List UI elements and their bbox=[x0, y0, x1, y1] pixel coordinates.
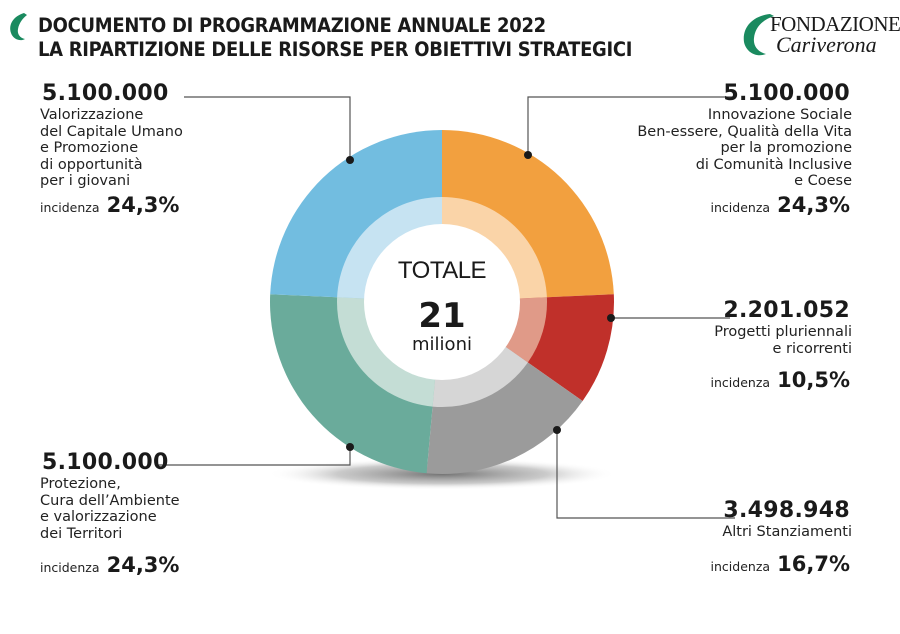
desc-line: Ben-essere, Qualità della Vita bbox=[637, 123, 852, 140]
leader-dot-altri bbox=[553, 426, 561, 434]
fondazione-cariverona-logo: FONDAZIONE Cariverona bbox=[740, 10, 900, 60]
desc-line: Progetti pluriennali bbox=[714, 324, 852, 340]
desc-line: Cura dell’Ambiente bbox=[40, 492, 180, 509]
center-total-value: 21 bbox=[418, 296, 466, 336]
title-line-2: LA RIPARTIZIONE DELLE RISORSE PER OBIETT… bbox=[38, 38, 633, 61]
desc-line: Altri Stanziamenti bbox=[722, 524, 852, 540]
incidence: incidenza 10,5% bbox=[710, 368, 852, 393]
leader-dot-protezione bbox=[346, 443, 354, 451]
slice-description: Progetti pluriennali e ricorrenti bbox=[711, 324, 852, 357]
desc-line: del Capitale Umano bbox=[40, 123, 183, 140]
desc-line: Protezione, bbox=[40, 476, 121, 492]
desc-line: Valorizzazione bbox=[40, 107, 144, 123]
incidence-label: incidenza bbox=[40, 560, 100, 575]
incidence-label: incidenza bbox=[40, 199, 100, 215]
slice-description: Protezione, Cura dell’Ambiente e valoriz… bbox=[40, 476, 181, 542]
desc-line: per la promozione bbox=[720, 140, 852, 156]
desc-line: dei Territori bbox=[40, 525, 123, 542]
desc-line: di opportunità bbox=[40, 156, 143, 173]
desc-line: e valorizzazione bbox=[40, 509, 157, 525]
desc-line: e Promozione bbox=[40, 140, 139, 156]
amount-text: 5.100.000 bbox=[42, 81, 169, 106]
slice-amount: 5.100.000 bbox=[721, 81, 852, 107]
slice-amount: 5.100.000 bbox=[40, 450, 171, 476]
leader-dot-progetti bbox=[607, 314, 615, 322]
leader-line-innovazione bbox=[527, 96, 735, 155]
desc-line: Innovazione Sociale bbox=[707, 107, 852, 123]
logo-leaf-icon bbox=[743, 14, 774, 56]
chart-shadow bbox=[267, 458, 617, 490]
brand-leaf-icon bbox=[10, 13, 27, 41]
incidence-label: incidenza bbox=[710, 558, 771, 574]
slice-amount: 2.201.052 bbox=[721, 298, 852, 324]
logo-text-fondazione: FONDAZIONE bbox=[770, 12, 900, 36]
desc-line: e Coese bbox=[794, 173, 852, 189]
label-protezione-ambiente: 5.100.000 Protezione, Cura dell’Ambiente… bbox=[40, 450, 182, 578]
incidence: incidenza 24,3% bbox=[40, 192, 183, 218]
label-altri-stanziamenti: 3.498.948 Altri Stanziamenti incidenza 1… bbox=[710, 498, 852, 577]
leader-dot-capitale_umano bbox=[346, 156, 354, 164]
incidence: incidenza 24,3% bbox=[637, 192, 852, 218]
slice-amount: 5.100.000 bbox=[40, 81, 171, 107]
title-line-1: DOCUMENTO DI PROGRAMMAZIONE ANNUALE 2022 bbox=[38, 14, 546, 37]
center-total-label: TOTALE bbox=[397, 257, 487, 284]
amount-text: 5.100.000 bbox=[42, 450, 169, 475]
incidence-label: incidenza bbox=[710, 199, 771, 215]
label-innovazione-sociale: 5.100.000 Innovazione Sociale Ben-essere… bbox=[637, 81, 852, 218]
slice-amount: 3.498.948 bbox=[721, 498, 852, 524]
incidence-text: 24,3% bbox=[777, 192, 850, 217]
desc-line: di Comunità Inclusive bbox=[695, 156, 852, 173]
incidence-value: 24,3% bbox=[104, 553, 182, 578]
center-total-unit: milioni bbox=[412, 334, 472, 355]
incidence-value: 10,5% bbox=[775, 368, 852, 393]
incidence: incidenza 24,3% bbox=[40, 553, 182, 578]
label-progetti-pluriennali: 2.201.052 Progetti pluriennali e ricorre… bbox=[710, 298, 852, 393]
slice-description: Valorizzazione del Capitale Umano e Prom… bbox=[40, 107, 183, 190]
incidence-value: 24,3% bbox=[775, 192, 852, 218]
slice-description: Innovazione Sociale Ben-essere, Qualità … bbox=[637, 107, 852, 190]
incidence-text: 16,7% bbox=[777, 551, 850, 576]
amount-text: 3.498.948 bbox=[723, 498, 850, 523]
amount-text: 5.100.000 bbox=[723, 81, 850, 106]
leader-line-protezione bbox=[158, 447, 351, 466]
leader-line-altri bbox=[556, 430, 735, 519]
desc-line: per i giovani bbox=[40, 173, 131, 189]
center-hole bbox=[364, 224, 520, 380]
desc-line: e ricorrenti bbox=[772, 340, 852, 357]
leader-dot-innovazione bbox=[524, 151, 532, 159]
leader-line-capitale_umano bbox=[184, 96, 351, 160]
incidence-value: 16,7% bbox=[775, 551, 852, 577]
incidence: incidenza 16,7% bbox=[710, 551, 852, 577]
incidence-text: 24,3% bbox=[106, 192, 180, 217]
incidence-value: 24,3% bbox=[104, 192, 182, 218]
incidence-label: incidenza bbox=[710, 375, 771, 390]
amount-text: 2.201.052 bbox=[723, 298, 850, 323]
slice-description: Altri Stanziamenti bbox=[711, 524, 852, 541]
label-capitale-umano: 5.100.000 Valorizzazione del Capitale Um… bbox=[40, 81, 183, 218]
incidence-text: 24,3% bbox=[106, 553, 180, 577]
incidence-text: 10,5% bbox=[777, 368, 850, 392]
logo-text-cariverona: Cariverona bbox=[776, 32, 877, 57]
